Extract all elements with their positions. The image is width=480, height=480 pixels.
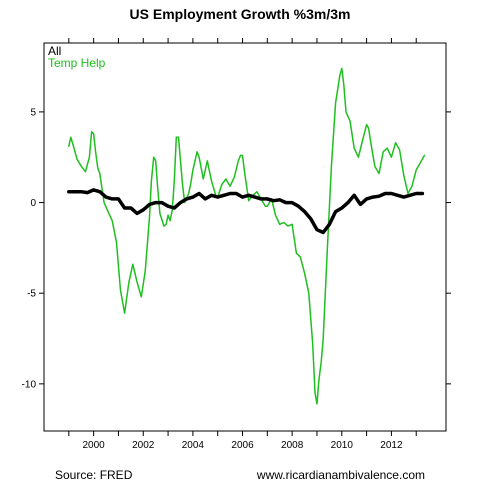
y-axis-left: 5 0 -5 -10: [22, 107, 44, 390]
footer-website: www.ricardianambivalence.com: [256, 468, 425, 480]
y-tick-label-0: 5: [30, 107, 36, 118]
x-axis-bottom: 2000 2002 2004 2006 2008 2010 2012: [68, 431, 417, 451]
x-tick-label-5: 2004: [182, 440, 205, 451]
series-group: [67, 67, 426, 405]
x-tick-label-13: 2012: [380, 440, 403, 451]
y-tick-label-1: 0: [30, 198, 36, 209]
x-tick-label-7: 2006: [231, 440, 254, 451]
series-line-temp-help: [68, 67, 426, 405]
series-line-all: [67, 188, 425, 235]
footer-source: Source: FRED: [55, 468, 133, 480]
x-axis-top: [68, 38, 417, 43]
x-tick-label-9: 2008: [281, 440, 304, 451]
y-tick-label-2: -5: [27, 289, 36, 300]
legend-entry-all: All: [48, 44, 61, 58]
x-tick-label-1: 2000: [83, 440, 106, 451]
plot-frame: [43, 42, 447, 432]
legend: All Temp Help: [48, 44, 106, 70]
y-axis-right: [446, 111, 451, 385]
x-tick-label-11: 2010: [331, 440, 354, 451]
y-tick-label-3: -10: [22, 379, 37, 390]
x-tick-label-3: 2002: [132, 440, 155, 451]
legend-entry-temp-help: Temp Help: [48, 56, 106, 70]
chart-title: US Employment Growth %3m/3m: [130, 6, 351, 22]
